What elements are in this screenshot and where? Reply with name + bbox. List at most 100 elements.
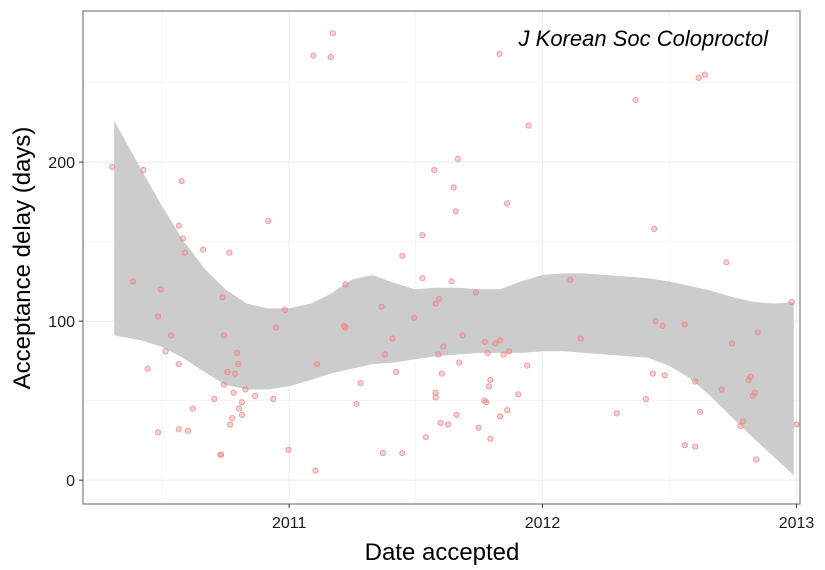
data-point (497, 413, 504, 420)
data-point (697, 408, 704, 415)
data-point (450, 184, 457, 191)
data-point (793, 421, 800, 428)
data-point (500, 351, 507, 358)
data-point (651, 225, 658, 232)
data-point (252, 392, 259, 399)
data-point (701, 71, 709, 78)
data-point (189, 405, 196, 412)
data-point (179, 235, 186, 242)
data-point (419, 275, 426, 282)
data-point (175, 426, 182, 433)
data-point (695, 74, 702, 81)
data-point (440, 343, 447, 350)
data-point (109, 163, 116, 170)
data-point (652, 318, 659, 325)
data-point (227, 421, 234, 428)
data-point (422, 434, 429, 441)
data-point (265, 217, 272, 224)
data-point (437, 419, 444, 426)
data-point (692, 378, 699, 385)
data-point (659, 322, 666, 329)
x-axis: 2011 2012 2013 (272, 504, 814, 532)
data-point (445, 421, 452, 428)
data-point (788, 298, 795, 306)
data-point (220, 332, 227, 339)
data-point (459, 332, 466, 339)
data-point (399, 450, 406, 457)
data-point (481, 338, 488, 345)
data-point (435, 351, 442, 358)
data-points (109, 30, 800, 474)
data-point (452, 208, 459, 215)
data-point (454, 155, 461, 162)
data-point (211, 395, 218, 403)
data-point (144, 365, 151, 372)
data-point (238, 399, 245, 406)
data-point (242, 386, 249, 393)
data-point (487, 435, 494, 442)
y-tick-label: 200 (48, 155, 75, 172)
data-point (728, 340, 736, 347)
panel-border (82, 10, 801, 505)
y-axis-title: Acceptance delay (days) (9, 127, 36, 390)
data-point (236, 405, 243, 412)
data-point (219, 294, 226, 301)
data-point (357, 380, 364, 387)
data-point (399, 252, 406, 259)
data-point (485, 383, 493, 390)
data-point (723, 259, 730, 266)
data-point (312, 467, 319, 474)
data-point (504, 407, 511, 414)
data-point (129, 278, 137, 285)
data-point (524, 362, 531, 369)
data-point (718, 386, 725, 393)
data-point (140, 166, 147, 174)
data-point (392, 368, 400, 376)
data-point (327, 54, 334, 61)
data-point (613, 410, 620, 417)
data-point (411, 314, 418, 321)
data-point (661, 372, 668, 379)
data-point (649, 370, 657, 377)
data-point (484, 349, 491, 356)
data-point (747, 373, 754, 380)
data-point (487, 376, 494, 384)
data-point (432, 300, 439, 307)
data-point (448, 278, 455, 285)
x-tick-label: 2013 (779, 515, 815, 532)
data-point (681, 442, 688, 449)
data-point (230, 389, 237, 396)
data-point (525, 122, 532, 129)
data-point (378, 303, 385, 310)
data-point (692, 443, 699, 450)
data-point (475, 424, 482, 431)
data-point (642, 395, 650, 403)
data-point (285, 446, 292, 453)
data-point (220, 381, 227, 388)
data-point (456, 359, 463, 366)
data-point (492, 340, 499, 347)
journal-label: J Korean Soc Coloproctol (518, 26, 770, 51)
data-point (389, 335, 396, 342)
data-point (231, 370, 239, 377)
data-point (184, 427, 191, 434)
data-point (224, 368, 231, 376)
smooth-confidence-band (114, 120, 794, 476)
data-point (168, 332, 175, 339)
data-point (229, 415, 236, 422)
y-tick-label: 0 (66, 473, 75, 490)
data-point (381, 351, 388, 358)
data-point (313, 361, 320, 368)
data-point (218, 451, 225, 458)
y-tick-label: 100 (48, 314, 75, 331)
data-point (504, 200, 511, 207)
data-point (235, 361, 242, 368)
data-point (234, 349, 241, 356)
data-point (310, 52, 317, 59)
x-tick-label: 2012 (525, 515, 561, 532)
data-point (226, 249, 233, 256)
data-point (432, 394, 439, 401)
data-point (419, 232, 426, 239)
data-point (342, 281, 349, 288)
data-point (329, 30, 336, 37)
